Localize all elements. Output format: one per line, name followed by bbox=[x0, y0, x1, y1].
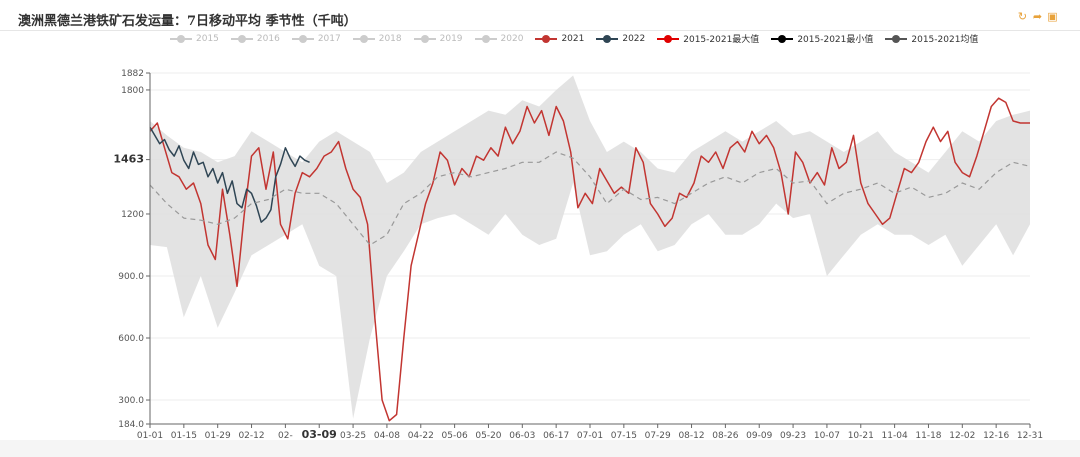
legend-label: 2019 bbox=[439, 33, 463, 44]
legend-item[interactable]: 2015-2021最大值 bbox=[657, 32, 759, 45]
legend-item[interactable]: 2016 bbox=[230, 32, 280, 45]
legend-marker-icon bbox=[230, 34, 253, 44]
legend-marker-icon bbox=[535, 34, 558, 44]
legend-label: 2015-2021最大值 bbox=[683, 35, 760, 45]
legend-item[interactable]: 2021 bbox=[535, 32, 584, 45]
legend-marker-icon bbox=[291, 34, 314, 44]
legend-item[interactable]: 2015-2021均值 bbox=[885, 32, 978, 45]
y-tick-label: 300.0 bbox=[118, 396, 144, 406]
series-line-c bbox=[149, 151, 1031, 246]
min-max-band bbox=[150, 75, 1030, 419]
legend-label: 2015-2021最小值 bbox=[797, 35, 874, 45]
x-tick-label: 12-31 bbox=[1017, 431, 1043, 440]
legend-label: 2021 bbox=[561, 33, 585, 44]
series-line-b bbox=[149, 126, 310, 223]
x-tick-label: 09-23 bbox=[780, 431, 806, 440]
x-tick-label: 09-09 bbox=[746, 431, 772, 440]
legend-marker-icon bbox=[474, 34, 497, 44]
legend-label: 2017 bbox=[317, 33, 341, 44]
legend-marker-icon bbox=[596, 34, 619, 44]
x-tick-label: 07-01 bbox=[577, 431, 603, 440]
x-tick-label: 12-02 bbox=[949, 431, 975, 440]
legend-item[interactable]: 2017 bbox=[291, 32, 341, 45]
x-tick-label: 07-15 bbox=[611, 431, 637, 440]
save-image-icon[interactable]: ▣ bbox=[1047, 10, 1058, 23]
x-tick-label: 11-04 bbox=[882, 431, 908, 440]
legend-label: 2020 bbox=[500, 33, 524, 44]
legend-marker-icon bbox=[885, 34, 908, 44]
chart-title: 澳洲黑德兰港铁矿石发运量：7日移动平均 季节性（千吨） bbox=[18, 14, 357, 29]
x-tick-label: 06-17 bbox=[543, 431, 569, 440]
x-tick-label: 08-12 bbox=[678, 431, 704, 440]
chart-legend: 2015 2016 2017 2018 2019 2020 2021 2022 2015-202… bbox=[170, 32, 978, 45]
footer-band bbox=[0, 440, 1080, 457]
x-tick-label: 10-07 bbox=[814, 431, 840, 440]
x-tick-label: 03-09 bbox=[302, 428, 337, 440]
y-tick-label: 600.0 bbox=[118, 334, 144, 344]
legend-item[interactable]: 2020 bbox=[474, 32, 524, 45]
legend-label: 2016 bbox=[256, 33, 280, 44]
x-tick-label: 01-01 bbox=[137, 431, 163, 440]
x-tick-label: 01-29 bbox=[205, 431, 231, 440]
title-divider bbox=[0, 30, 1080, 31]
chart-toolbox: ↻ ➦ ▣ bbox=[1017, 11, 1058, 23]
y-tick-label: 1200 bbox=[121, 210, 144, 220]
x-tick-label: 02-12 bbox=[238, 431, 264, 440]
y-tick-label: 184.0 bbox=[118, 420, 144, 430]
legend-item[interactable]: 2015-2021最小值 bbox=[771, 32, 873, 45]
x-tick-label: 04-22 bbox=[408, 431, 434, 440]
x-tick-label: 10-21 bbox=[848, 431, 874, 440]
legend-marker-icon bbox=[352, 34, 375, 44]
legend-label: 2015 bbox=[196, 33, 219, 44]
legend-marker-icon bbox=[771, 34, 794, 44]
x-tick-label: 05-06 bbox=[442, 431, 468, 440]
legend-item[interactable]: 2019 bbox=[413, 32, 463, 45]
seasonal-line-chart: 184.0 300.0 600.0 900.0 1200 1463 1800 1882 01-0… bbox=[113, 69, 1043, 440]
y-tick-label: 1800 bbox=[121, 86, 144, 96]
x-tick-label: 11-18 bbox=[915, 431, 941, 440]
x-tick-label: 03-25 bbox=[340, 431, 366, 440]
y-tick-label: 1882 bbox=[121, 69, 144, 79]
refresh-icon[interactable]: ↻ bbox=[1017, 10, 1028, 23]
share-icon[interactable]: ➦ bbox=[1032, 10, 1043, 23]
legend-item[interactable]: 2022 bbox=[596, 32, 645, 45]
x-tick-label: 05-20 bbox=[475, 431, 501, 440]
x-tick-label: 07-29 bbox=[645, 431, 671, 440]
legend-item[interactable]: 2015 bbox=[170, 32, 219, 45]
x-tick-label: 04-08 bbox=[374, 431, 400, 440]
x-tick-label: 12-16 bbox=[983, 431, 1009, 440]
series-line-a bbox=[149, 97, 1030, 422]
legend-marker-icon bbox=[170, 34, 192, 44]
x-tick-label: 01-15 bbox=[171, 431, 197, 440]
legend-item[interactable]: 2018 bbox=[352, 32, 402, 45]
x-tick-label: 02- bbox=[278, 431, 293, 440]
y-tick-label: 900.0 bbox=[118, 272, 144, 282]
x-tick-label: 06-03 bbox=[509, 431, 535, 440]
y-tick-label: 1463 bbox=[113, 153, 144, 166]
legend-label: 2022 bbox=[622, 33, 646, 44]
legend-marker-icon bbox=[413, 34, 436, 44]
legend-label: 2018 bbox=[378, 33, 402, 44]
legend-marker-icon bbox=[657, 34, 680, 44]
x-tick-label: 08-26 bbox=[712, 431, 738, 440]
legend-label: 2015-2021均值 bbox=[911, 35, 979, 45]
